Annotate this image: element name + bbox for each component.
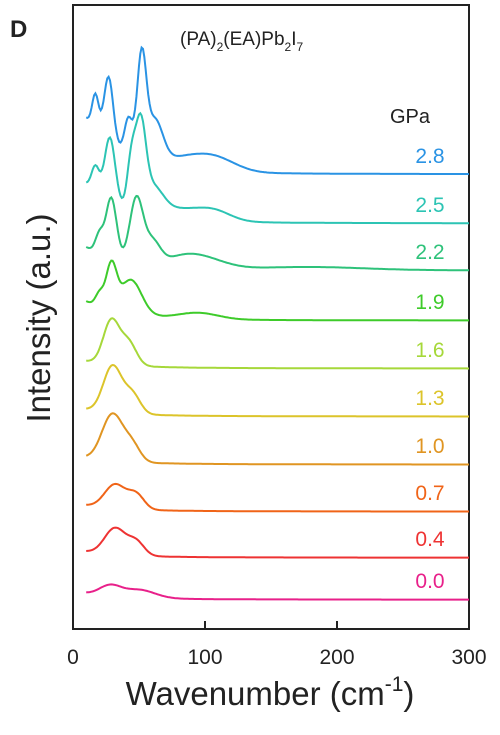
series-line-2.5 [85, 111, 469, 225]
x-tick-label-3: 300 [451, 646, 486, 669]
x-tick-label-0: 0 [67, 646, 79, 669]
series-group [85, 45, 470, 601]
series-line-1.9 [85, 259, 469, 322]
series-line-1.0 [85, 412, 469, 466]
y-axis-label: Intensity (a.u.) [20, 213, 57, 422]
series-label-0.0: 0.0 [415, 570, 444, 593]
series-label-1.3: 1.3 [415, 387, 444, 410]
series-line-0.7 [86, 482, 469, 513]
series-line-0.4 [86, 526, 469, 559]
series-label-1.6: 1.6 [415, 339, 444, 362]
x-tick-label-1: 100 [187, 646, 222, 669]
series-label-2.5: 2.5 [415, 194, 444, 217]
chart-title: (PA)2(EA)Pb2I7 [180, 29, 304, 54]
series-line-2.8 [85, 45, 470, 176]
series-line-1.3 [86, 363, 469, 418]
series-label-0.4: 0.4 [415, 528, 445, 551]
panel-label: D [10, 16, 27, 43]
legend-title: GPa [390, 106, 431, 128]
series-label-1.0: 1.0 [415, 435, 444, 458]
x-axis-ticks: 0 100 200 300 [67, 621, 487, 669]
series-line-2.2 [85, 194, 469, 272]
plot-frame [72, 4, 470, 630]
series-line-0.0 [86, 583, 469, 601]
series-label-2.8: 2.8 [415, 145, 444, 168]
x-axis-label: Wavenumber (cm-1) [126, 673, 415, 712]
series-label-0.7: 0.7 [415, 482, 444, 505]
series-labels: 0.0 0.4 0.7 1.0 1.3 1.6 1.9 2.2 2.5 2.8 [415, 145, 445, 593]
x-tick-label-2: 200 [319, 646, 354, 669]
series-label-2.2: 2.2 [415, 241, 444, 264]
series-line-1.6 [86, 317, 469, 370]
series-label-1.9: 1.9 [415, 291, 444, 314]
